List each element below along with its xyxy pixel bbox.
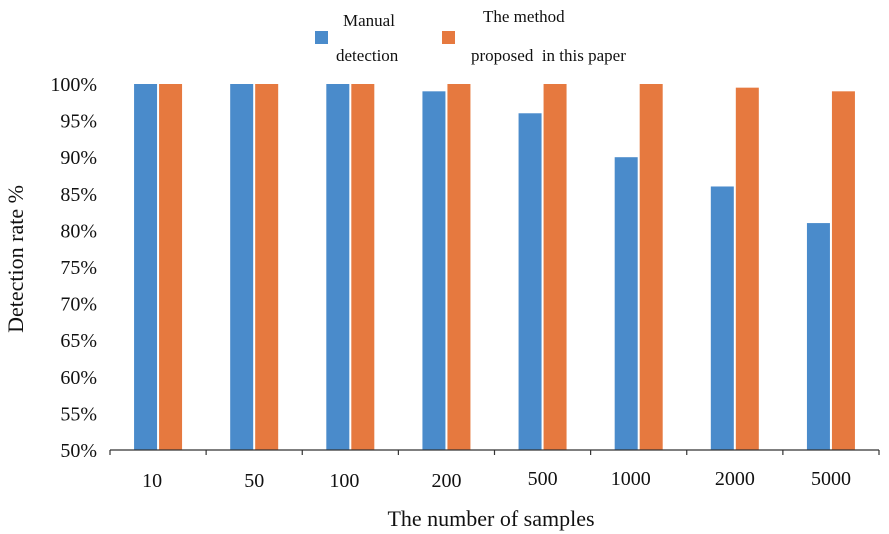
- y-tick-label: 60%: [60, 367, 97, 389]
- bar-manual-detection: [134, 84, 158, 450]
- bar-proposed-method: [159, 84, 183, 450]
- x-tick-label: 5000: [811, 468, 851, 490]
- y-tick-label: 100%: [50, 74, 97, 96]
- y-tick-label: 50%: [60, 440, 97, 462]
- bar-manual-detection: [326, 84, 350, 450]
- legend-label-proposed-line1: The method: [483, 7, 565, 26]
- legend-swatch-manual: [315, 31, 328, 44]
- x-tick-label: 50: [244, 470, 264, 492]
- x-axis-title: The number of samples: [387, 506, 594, 531]
- bar-proposed-method: [543, 84, 567, 450]
- y-tick-label: 95%: [60, 111, 97, 133]
- x-tick-label: 2000: [715, 468, 755, 490]
- bar-manual-detection: [710, 186, 734, 451]
- y-axis-ticks: 50% 55% 60% 65% 70% 75% 80% 85% 90% 95% 100%: [50, 74, 97, 462]
- legend-label-manual-line1: Manual: [343, 11, 395, 30]
- bar-proposed-method: [255, 84, 279, 450]
- bar-proposed-method: [831, 91, 855, 450]
- y-tick-label: 90%: [60, 147, 97, 169]
- x-tick-label: 1000: [611, 468, 651, 490]
- y-tick-label: 75%: [60, 257, 97, 279]
- bar-proposed-method: [447, 84, 471, 450]
- legend: Manual detection The method proposed in …: [315, 7, 626, 65]
- bar-manual-detection: [806, 223, 830, 450]
- bar-proposed-method: [639, 84, 663, 450]
- bar-proposed-method: [351, 84, 375, 450]
- bar-manual-detection: [422, 91, 446, 450]
- x-tick-label: 200: [431, 470, 461, 492]
- legend-label-proposed-line2: proposed in this paper: [471, 46, 626, 65]
- x-tick-label: 10: [142, 470, 162, 492]
- bar-manual-detection: [614, 157, 638, 450]
- legend-swatch-proposed: [442, 31, 455, 44]
- bar-manual-detection: [518, 113, 542, 450]
- bars: [134, 84, 855, 451]
- y-tick-label: 85%: [60, 184, 97, 206]
- y-axis-title: Detection rate %: [3, 185, 28, 333]
- x-tick-label: 100: [329, 470, 359, 492]
- y-tick-label: 70%: [60, 294, 97, 316]
- bar-manual-detection: [230, 84, 254, 450]
- y-tick-label: 65%: [60, 330, 97, 352]
- y-tick-label: 80%: [60, 220, 97, 242]
- x-axis: 10 50 100 200 500 1000 2000 5000: [109, 449, 880, 492]
- x-tick-label: 500: [528, 468, 558, 490]
- bar-proposed-method: [735, 87, 759, 450]
- y-tick-label: 55%: [60, 403, 97, 425]
- legend-label-manual-line2: detection: [336, 46, 399, 65]
